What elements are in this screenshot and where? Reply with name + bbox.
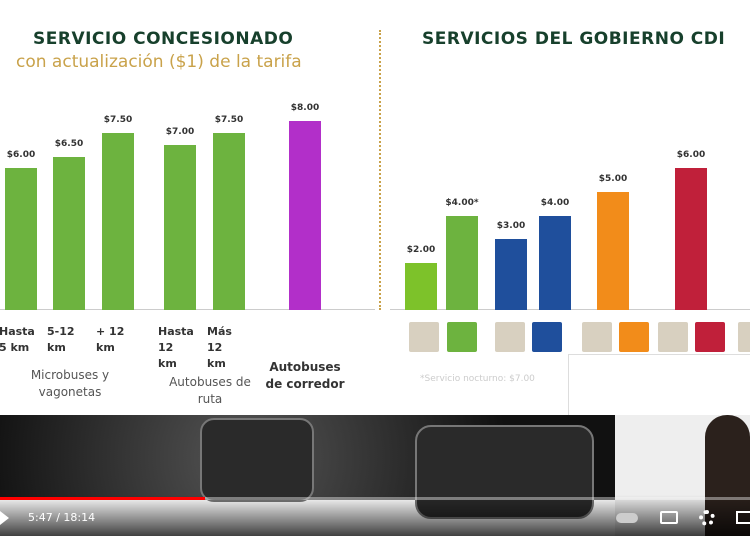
logo <box>619 322 649 352</box>
separator <box>379 30 381 310</box>
value-label: $6.00 <box>6 150 36 161</box>
bar <box>53 156 85 310</box>
bar <box>675 168 707 310</box>
logo <box>695 322 725 352</box>
bar <box>495 239 527 310</box>
value-label: $7.50 <box>214 115 244 125</box>
bar <box>405 262 437 310</box>
group-label: Autobuses de ruta <box>169 375 251 406</box>
bar <box>597 192 629 310</box>
value-label: $6.50 <box>54 138 84 149</box>
logo <box>532 322 562 352</box>
value-label: $8.00 <box>290 103 320 114</box>
logo <box>447 322 477 352</box>
x-tick-label: Más 12 km <box>207 325 232 370</box>
group-label: Autobuses de corredor <box>265 360 345 391</box>
group-label: Microbuses y vagonetas <box>30 368 110 399</box>
progress-track[interactable] <box>0 497 750 500</box>
bar <box>164 144 196 310</box>
bar <box>5 168 37 310</box>
logo <box>738 322 750 352</box>
value-label: $5.00 <box>598 174 628 184</box>
x-tick-label: 5-12 km <box>47 325 75 354</box>
logo <box>582 322 612 352</box>
chart-subtitle: con actualización ($1) de la tarifa <box>16 52 302 72</box>
progress-played <box>0 497 205 500</box>
chart-title: SERVICIO CONCESIONADO <box>33 29 294 49</box>
value-label: $4.00 <box>540 197 570 208</box>
overlay-box <box>568 354 750 418</box>
miniplayer-button[interactable] <box>736 511 750 524</box>
time-display: 5:47 / 18:14 <box>28 511 96 524</box>
bar <box>213 133 245 310</box>
bar <box>102 133 134 310</box>
x-tick-label: + 12 km <box>96 325 125 354</box>
value-label: $3.00 <box>496 221 526 232</box>
logo <box>658 322 688 352</box>
autoplay-toggle[interactable] <box>616 513 638 523</box>
bar <box>289 121 321 310</box>
footnote: *Servicio nocturno: $7.00 <box>420 374 535 384</box>
logo <box>409 322 439 352</box>
play-button[interactable] <box>0 511 9 525</box>
bar <box>446 215 478 310</box>
value-label: $6.00 <box>676 150 706 161</box>
x-tick-label: Hasta 5 km <box>0 325 35 354</box>
chart-title: SERVICIOS DEL GOBIERNO CDI <box>422 29 726 49</box>
value-label: $4.00* <box>445 197 479 208</box>
bar <box>539 215 571 310</box>
x-tick-label: Hasta 12 km <box>158 325 194 370</box>
subtitles-button[interactable] <box>660 511 678 524</box>
settings-button[interactable] <box>699 510 715 526</box>
cable-car <box>200 418 314 502</box>
value-label: $7.50 <box>103 115 133 125</box>
value-label: $2.00 <box>406 244 436 255</box>
logo <box>495 322 525 352</box>
value-label: $7.00 <box>165 126 195 137</box>
